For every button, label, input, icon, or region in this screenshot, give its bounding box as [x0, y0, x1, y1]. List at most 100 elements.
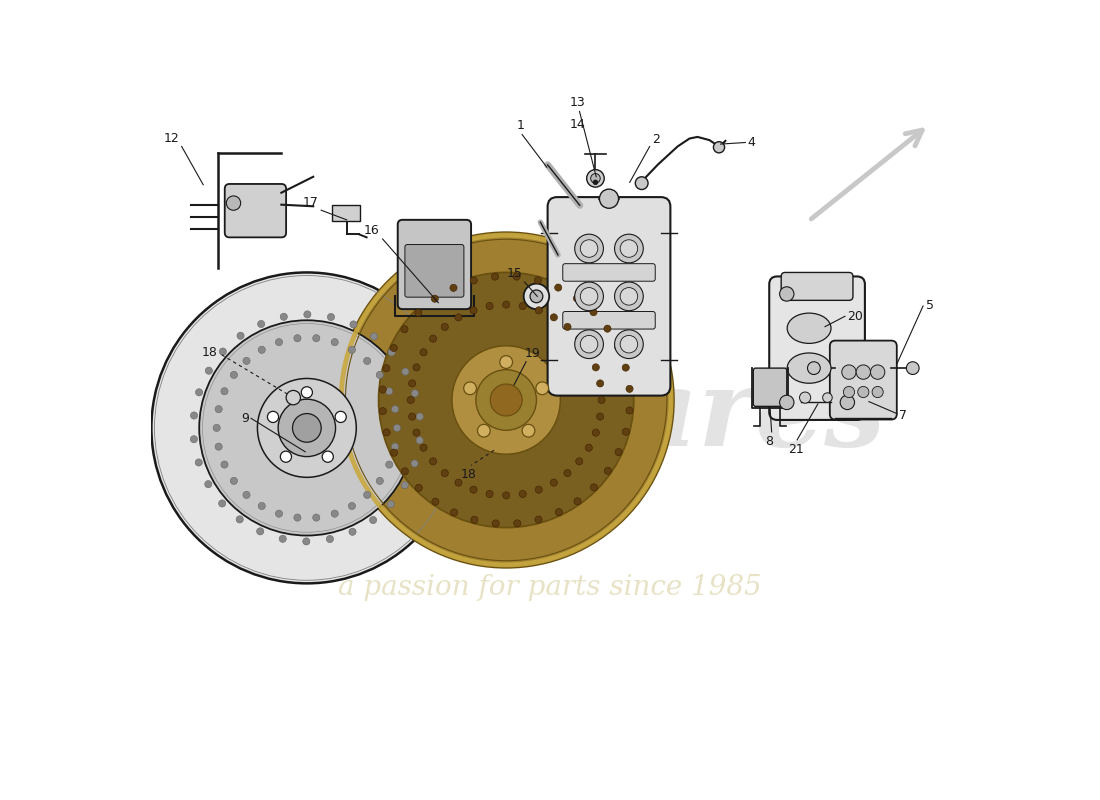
Text: 18: 18 — [201, 346, 218, 358]
Circle shape — [470, 306, 477, 314]
Text: 15: 15 — [507, 267, 522, 281]
Circle shape — [519, 302, 526, 310]
FancyBboxPatch shape — [829, 341, 896, 419]
Circle shape — [258, 346, 265, 354]
Circle shape — [564, 323, 571, 330]
Text: 20: 20 — [847, 310, 864, 322]
Circle shape — [574, 330, 604, 358]
Text: 19: 19 — [525, 347, 540, 360]
Circle shape — [486, 490, 493, 498]
Circle shape — [615, 344, 622, 351]
Circle shape — [450, 284, 458, 291]
Circle shape — [227, 196, 241, 210]
Circle shape — [556, 509, 562, 516]
Circle shape — [379, 407, 386, 414]
Ellipse shape — [788, 313, 831, 343]
Circle shape — [221, 388, 228, 395]
Circle shape — [530, 290, 542, 302]
Circle shape — [623, 428, 629, 435]
Text: 9: 9 — [241, 412, 249, 425]
Circle shape — [452, 346, 560, 454]
Text: 14: 14 — [569, 118, 585, 130]
Circle shape — [432, 498, 439, 506]
Circle shape — [592, 429, 600, 436]
Circle shape — [416, 437, 424, 444]
Circle shape — [536, 486, 542, 494]
Circle shape — [596, 380, 604, 387]
Circle shape — [477, 424, 491, 437]
Circle shape — [275, 338, 283, 346]
Circle shape — [275, 510, 283, 518]
Circle shape — [575, 335, 583, 342]
Circle shape — [590, 309, 597, 316]
Circle shape — [574, 282, 604, 310]
Circle shape — [349, 528, 356, 535]
Circle shape — [636, 177, 648, 190]
FancyBboxPatch shape — [224, 184, 286, 238]
Circle shape — [856, 365, 870, 379]
Circle shape — [331, 510, 339, 518]
Circle shape — [441, 470, 449, 477]
Circle shape — [807, 362, 821, 374]
Circle shape — [519, 490, 526, 498]
Circle shape — [392, 443, 398, 450]
Circle shape — [243, 491, 250, 498]
Circle shape — [364, 491, 371, 498]
Circle shape — [503, 301, 509, 308]
Circle shape — [301, 386, 312, 398]
FancyBboxPatch shape — [769, 277, 865, 420]
Circle shape — [378, 273, 634, 527]
Circle shape — [387, 501, 395, 508]
Circle shape — [780, 395, 794, 410]
Text: 4: 4 — [748, 136, 756, 149]
Circle shape — [257, 378, 356, 478]
Circle shape — [514, 520, 521, 527]
Circle shape — [258, 502, 265, 510]
Circle shape — [256, 528, 264, 535]
Circle shape — [573, 294, 581, 302]
Circle shape — [190, 412, 198, 419]
Circle shape — [402, 368, 409, 375]
Circle shape — [411, 460, 418, 467]
Text: 16: 16 — [364, 224, 380, 238]
Circle shape — [550, 479, 558, 486]
Circle shape — [585, 444, 593, 451]
Circle shape — [441, 323, 449, 330]
Circle shape — [470, 486, 477, 494]
Circle shape — [585, 349, 593, 356]
Circle shape — [420, 349, 427, 356]
Circle shape — [420, 444, 427, 451]
Circle shape — [596, 413, 604, 420]
Circle shape — [535, 277, 541, 284]
Circle shape — [499, 356, 513, 369]
Circle shape — [390, 449, 397, 456]
Circle shape — [216, 406, 222, 413]
Circle shape — [451, 509, 458, 516]
Circle shape — [328, 314, 334, 321]
Circle shape — [598, 397, 605, 403]
Circle shape — [592, 364, 600, 371]
Text: 21: 21 — [788, 443, 803, 456]
Circle shape — [383, 365, 390, 372]
Circle shape — [872, 386, 883, 398]
Circle shape — [464, 382, 476, 394]
Circle shape — [536, 306, 542, 314]
Ellipse shape — [788, 353, 831, 383]
FancyBboxPatch shape — [398, 220, 471, 309]
Circle shape — [206, 367, 212, 374]
Circle shape — [257, 321, 265, 328]
Circle shape — [390, 344, 397, 351]
Circle shape — [370, 517, 376, 524]
Circle shape — [350, 321, 358, 328]
Circle shape — [280, 314, 287, 320]
Text: 18: 18 — [461, 468, 476, 481]
Circle shape — [312, 514, 320, 521]
Circle shape — [195, 459, 202, 466]
Circle shape — [219, 500, 225, 507]
Circle shape — [402, 468, 408, 475]
Circle shape — [476, 370, 537, 430]
Text: 13: 13 — [569, 96, 585, 109]
Circle shape — [840, 395, 855, 410]
Circle shape — [620, 240, 638, 258]
Text: 17: 17 — [302, 196, 319, 209]
